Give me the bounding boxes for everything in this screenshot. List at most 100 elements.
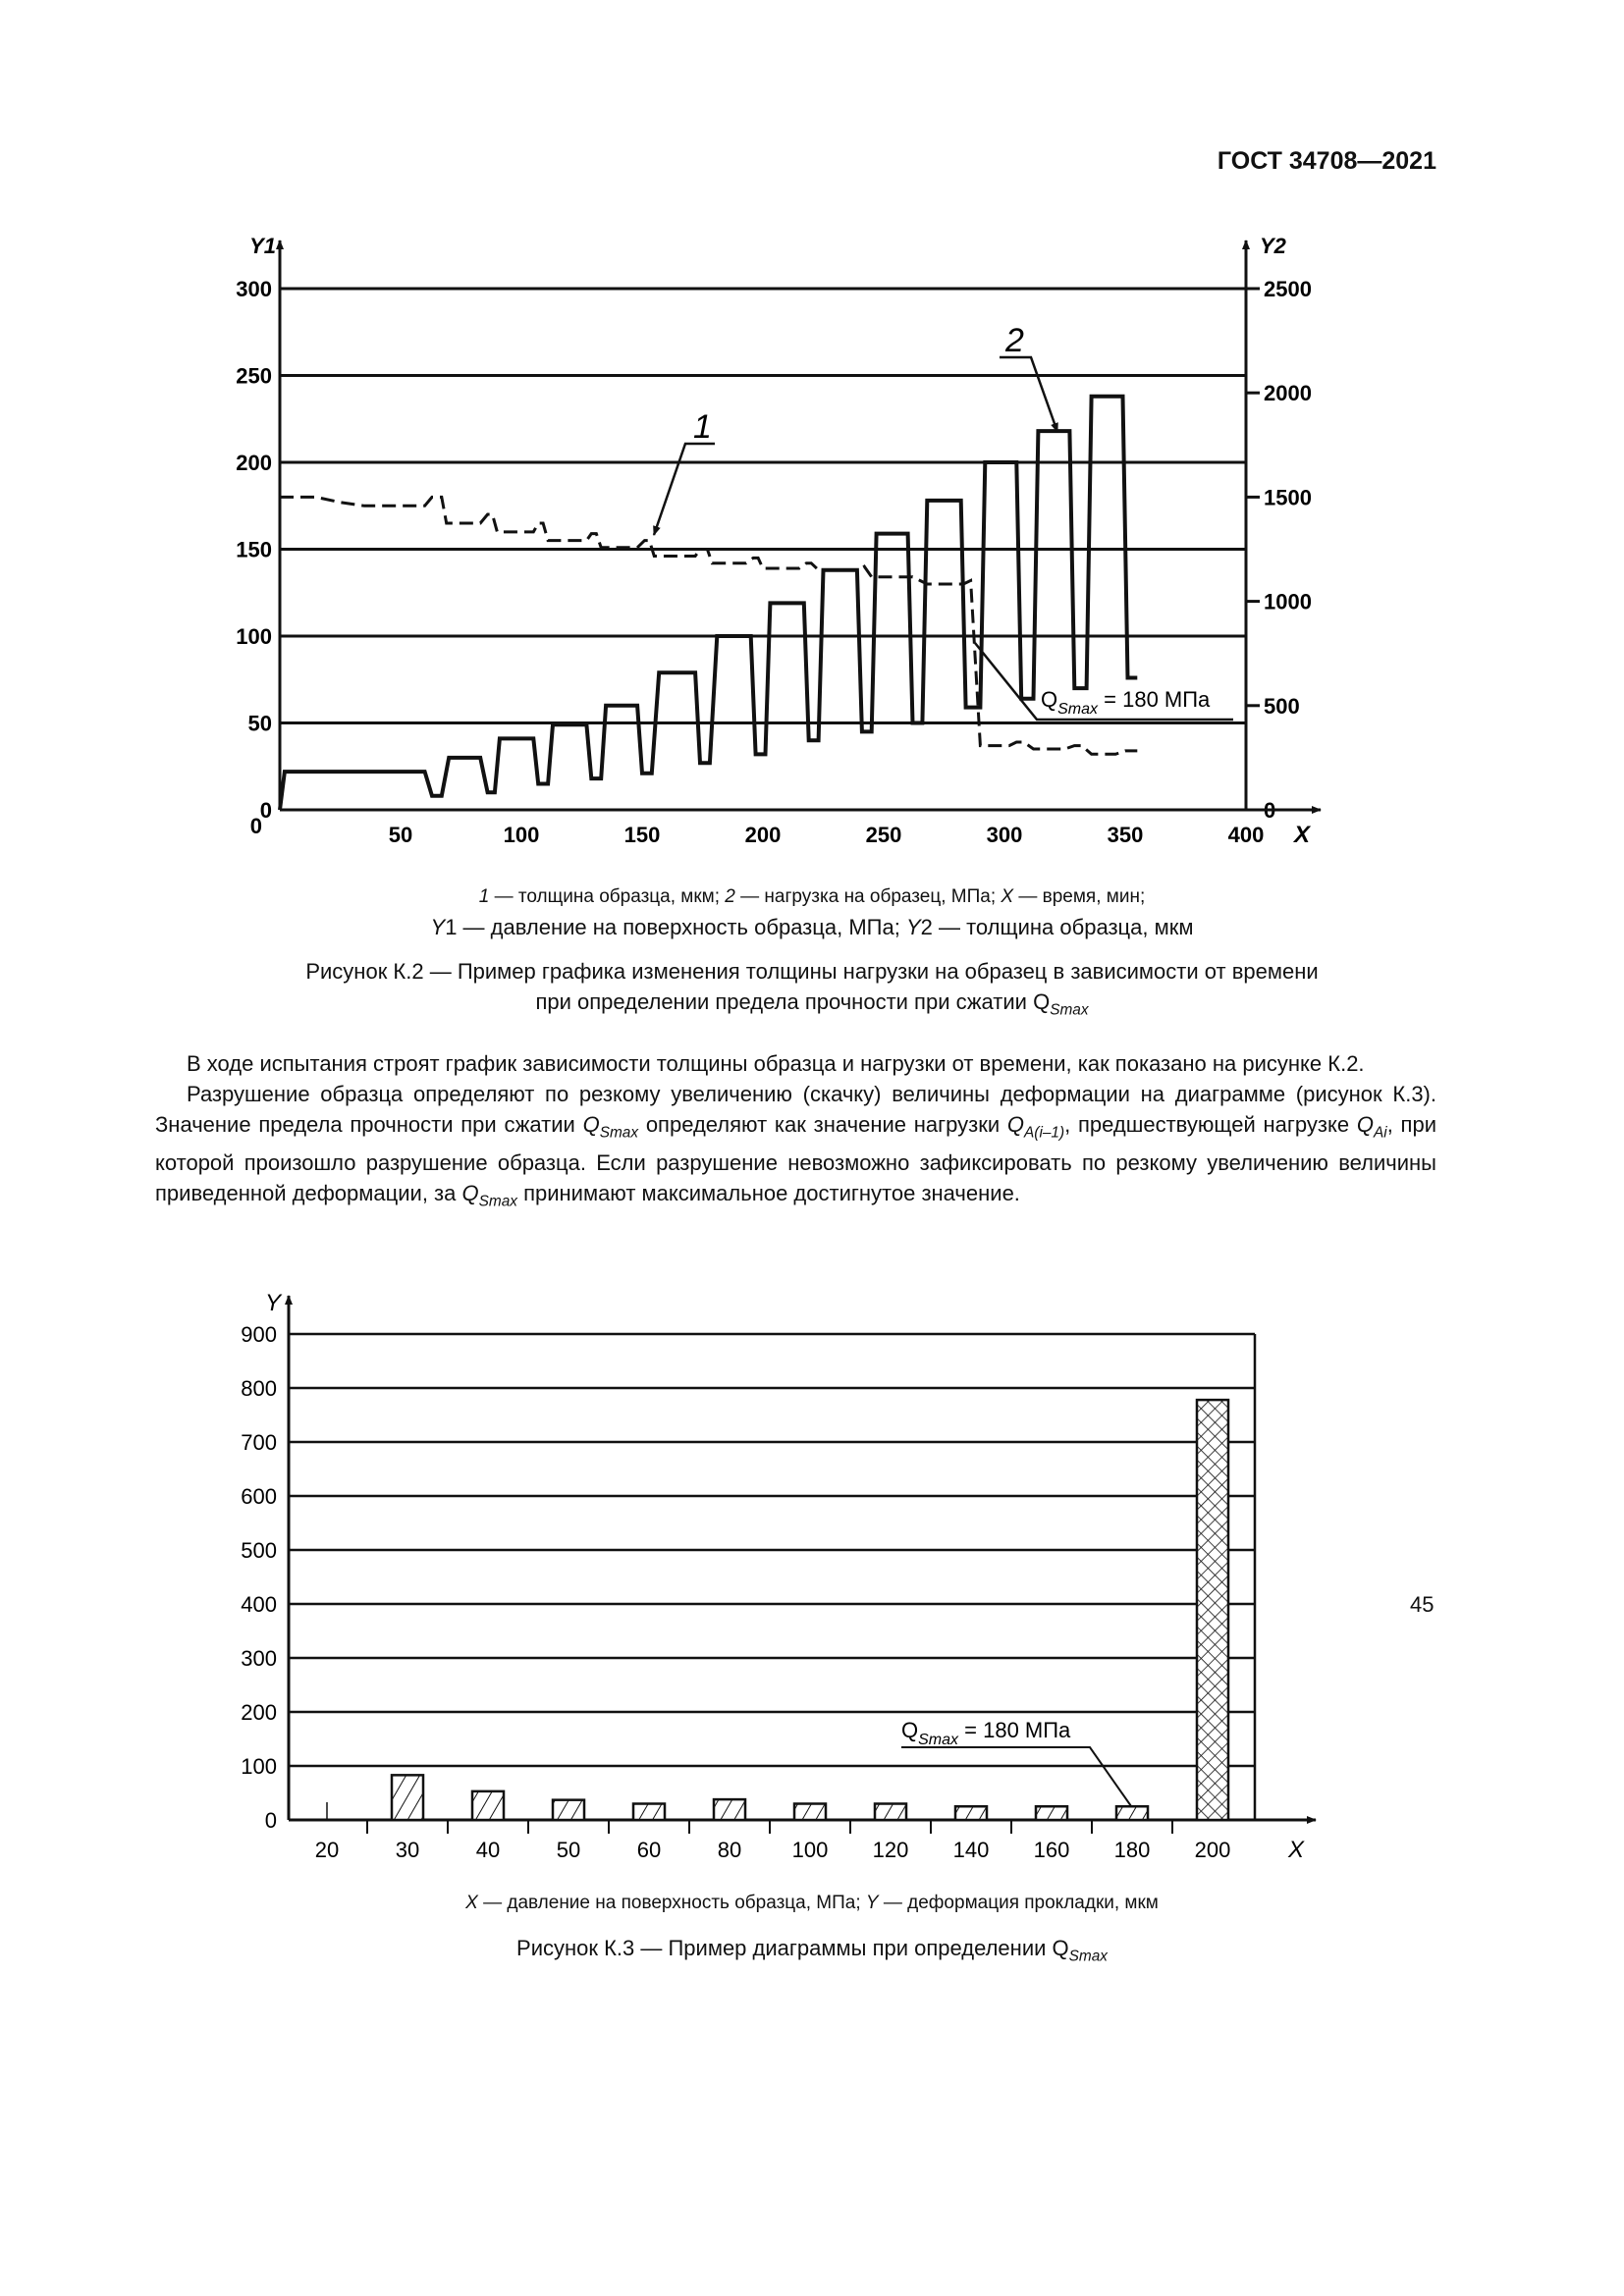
y1-tick-label: 150 — [236, 538, 272, 562]
bar-60 — [631, 1802, 667, 1822]
text-run: 2 — толщина образца, мкм — [920, 915, 1194, 939]
q-symbol: Q — [1041, 687, 1057, 712]
x-tick-label: 350 — [1108, 823, 1144, 847]
y-tick-label: 800 — [241, 1376, 277, 1401]
y1-tick-label: 50 — [248, 712, 272, 736]
x-tick-label: 30 — [396, 1838, 419, 1862]
x-tick-label: 100 — [504, 823, 540, 847]
callout-2-leader — [1000, 355, 1059, 433]
thickness-curve — [280, 495, 1138, 756]
x-tick-label: 60 — [637, 1838, 661, 1862]
callout-1-label: 1 — [693, 408, 712, 446]
y2-tick-label: 1500 — [1264, 485, 1312, 509]
figure-k2-legend-line1: 1 — толщина образца, мкм; 2 — нагрузка н… — [0, 886, 1624, 908]
callout-1-leader — [652, 442, 715, 536]
caption-text: при определении предела прочности при сж… — [535, 989, 1051, 1014]
text-run: X — [465, 1893, 478, 1913]
x-tick-label: 50 — [389, 823, 412, 847]
text-run: 1 — давление на поверхность образца, МПа… — [445, 915, 906, 939]
caption-subscript: Smax — [1050, 1001, 1089, 1019]
x-axis-label: X — [1292, 822, 1312, 848]
caption-subscript: Smax — [1068, 1948, 1108, 1965]
text-run: — толщина образца, мкм; — [489, 886, 726, 907]
body-text: В ходе испытания строят график зависимос… — [155, 1048, 1436, 1217]
callout-2-label: 2 — [1004, 322, 1024, 359]
figure-k3-legend: X — давление на поверхность образца, МПа… — [0, 1893, 1624, 1914]
y2-tick-label: 500 — [1264, 694, 1300, 719]
y-tick-label: 200 — [241, 1700, 277, 1725]
text-run: В ходе испытания строят график зависимос… — [187, 1051, 1365, 1076]
y1-tick-label: 300 — [236, 277, 272, 301]
paragraph-2: Разрушение образца определяют по резкому… — [155, 1079, 1436, 1217]
qsmax-annotation: QSmax = 180 МПа — [901, 1718, 1071, 1748]
figure-k2-chart: 0 50 100 150 200 250 300 0 500 1000 1500 2000 2500 50… — [236, 234, 1322, 848]
y2-tick-label: 2000 — [1264, 381, 1312, 405]
text-run: , при которой произошло разрушение образ… — [155, 1112, 1436, 1206]
x-tick-label: 200 — [1195, 1838, 1231, 1862]
bar-160 — [1034, 1805, 1069, 1822]
x-tick-label: 150 — [624, 823, 661, 847]
q-value: = 180 МПа — [958, 1718, 1071, 1742]
qsmax-leader — [974, 642, 1233, 721]
x-tick-label: 250 — [866, 823, 902, 847]
text-run: — деформация прокладки, мкм — [878, 1893, 1159, 1913]
x-axis-label: X — [1287, 1837, 1305, 1863]
figure-k3-chart: 0 100 200 300 400 500 600 700 800 900 Y X 20 30 40 50 60… — [241, 1290, 1317, 1863]
y-tick-label: 100 — [241, 1754, 277, 1779]
q-symbol: Q — [901, 1718, 918, 1742]
y1-tick-label: 100 — [236, 624, 272, 649]
text-run: — давление на поверхность образца, МПа; — [477, 1893, 866, 1913]
bar-140 — [953, 1805, 989, 1822]
text-run: Y — [905, 915, 921, 939]
x-tick-label: 80 — [718, 1838, 741, 1862]
y-tick-label: 500 — [241, 1538, 277, 1563]
text-run: A(i–1) — [1024, 1124, 1065, 1142]
caption-text: Рисунок К.3 — Пример диаграммы при опред… — [516, 1936, 1069, 1960]
text-run: — время, мин; — [1013, 886, 1146, 907]
text-run: 2 — [725, 886, 735, 907]
y-tick-label: 700 — [241, 1430, 277, 1455]
text-run: определяют как значение нагрузки — [638, 1112, 1007, 1137]
figure-k3-caption: Рисунок К.3 — Пример диаграммы при опред… — [0, 1936, 1624, 1965]
text-run: принимают максимальное достигнутое значе… — [516, 1181, 1020, 1206]
q-subscript: Smax — [1057, 701, 1099, 718]
x-tick-label: 200 — [745, 823, 782, 847]
y1-tick-label: 0 — [260, 798, 272, 823]
text-run: Q — [461, 1181, 479, 1206]
text-run: Ai — [1374, 1124, 1387, 1142]
q-value: = 180 МПа — [1098, 687, 1211, 712]
text-run: Y — [865, 1893, 879, 1913]
figure-k2-caption-line1: Рисунок К.2 — Пример графика изменения т… — [305, 959, 1319, 984]
x-tick-label: 40 — [476, 1838, 500, 1862]
x-tick-label: 300 — [987, 823, 1023, 847]
y-tick-label: 400 — [241, 1592, 277, 1617]
x-tick-label: 180 — [1114, 1838, 1151, 1862]
y-tick-label: 300 — [241, 1646, 277, 1671]
text-run: Smax — [478, 1193, 517, 1210]
bar-50 — [551, 1798, 586, 1822]
y-tick-label: 0 — [265, 1808, 277, 1833]
y1-tick-label: 200 — [236, 451, 272, 475]
x-tick-label: 20 — [315, 1838, 339, 1862]
qsmax-annotation: QSmax = 180 МПа — [1041, 687, 1211, 718]
text-run: X — [1001, 886, 1014, 907]
bar-40 — [470, 1789, 506, 1822]
text-run: , предшествующей нагрузке — [1064, 1112, 1357, 1137]
x-tick-label: 50 — [557, 1838, 580, 1862]
text-run: 1 — [478, 886, 490, 907]
y-tick-label: 900 — [241, 1322, 277, 1347]
y2-tick-label: 2500 — [1264, 277, 1312, 301]
origin-label: 0 — [250, 814, 262, 838]
x-tick-label: 140 — [953, 1838, 990, 1862]
x-tick-label: 120 — [873, 1838, 909, 1862]
y1-tick-label: 250 — [236, 364, 272, 389]
text-run: Q — [1356, 1112, 1374, 1137]
bar-30 — [390, 1774, 425, 1822]
text-run: Smax — [599, 1124, 639, 1142]
bar-80 — [712, 1797, 747, 1822]
y-axis-label: Y — [265, 1290, 283, 1316]
figure-k2-legend-line2: Y1 — давление на поверхность образца, МП… — [0, 915, 1624, 940]
q-subscript: Smax — [918, 1732, 959, 1748]
x-tick-label: 100 — [792, 1838, 829, 1862]
document-header: ГОСТ 34708—2021 — [1217, 147, 1436, 175]
